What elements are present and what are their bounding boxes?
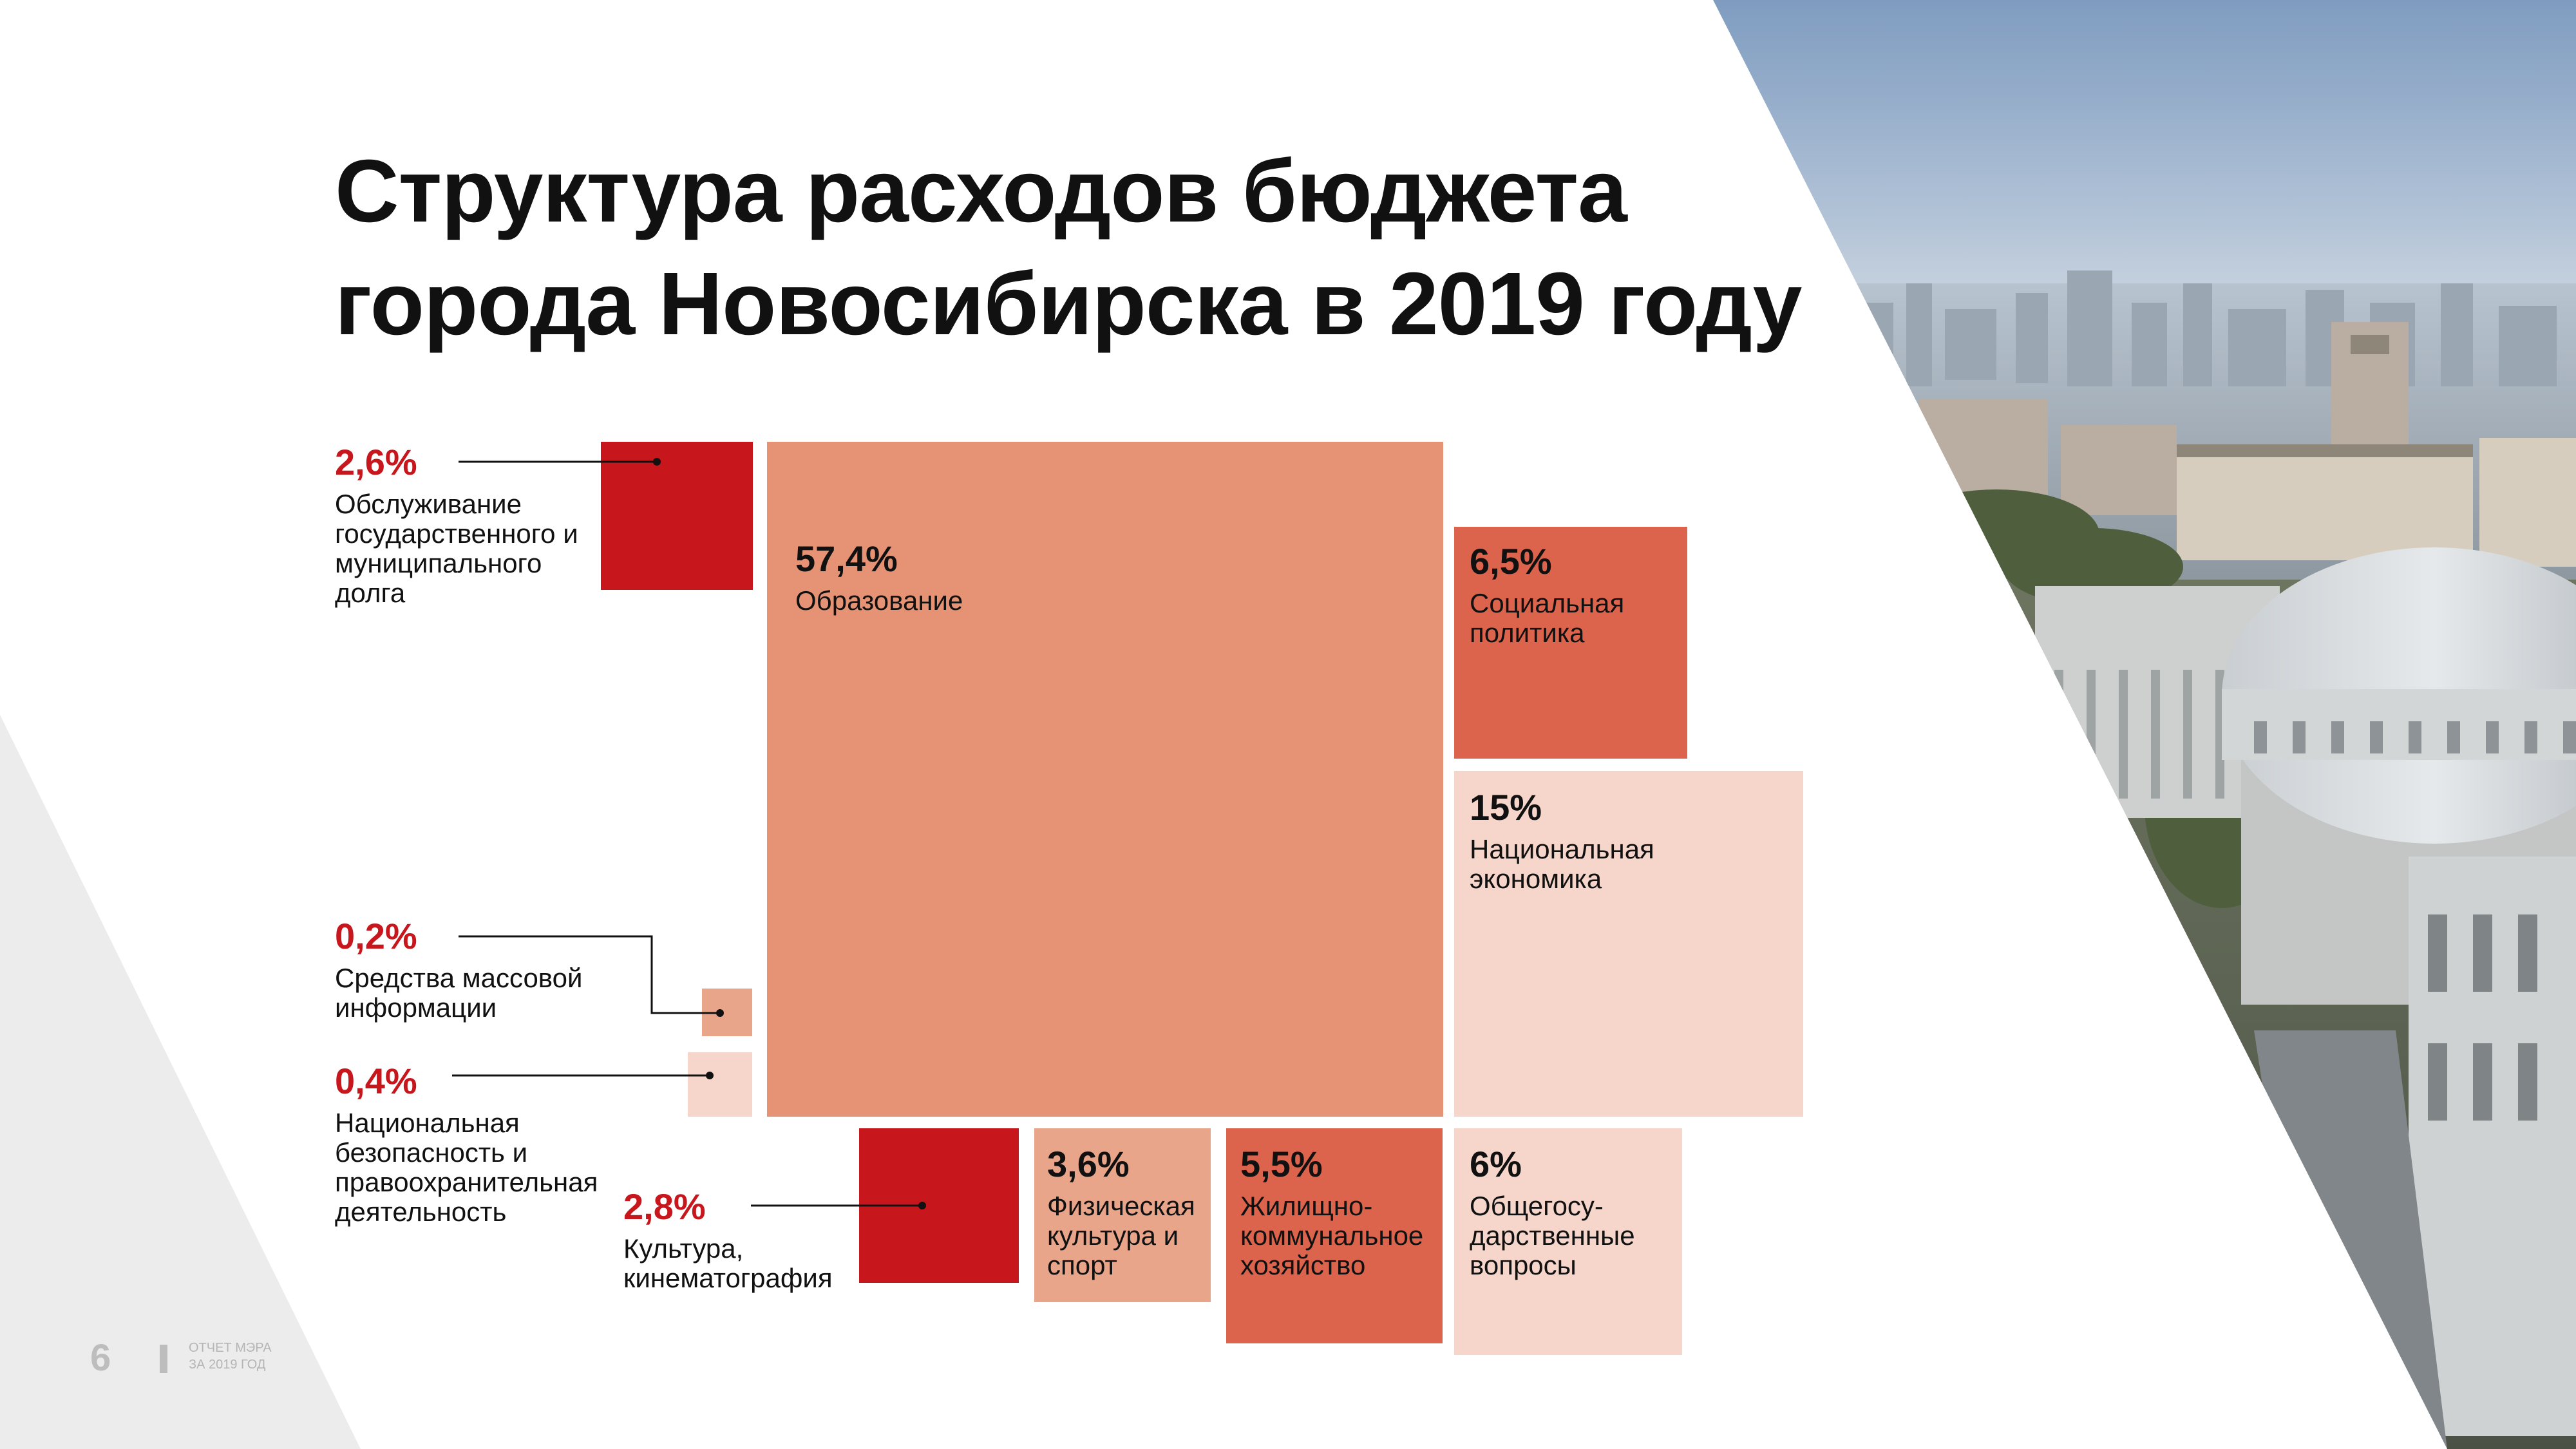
- label-education: 57,4% Образование: [795, 538, 963, 616]
- treemap-block-education: [767, 442, 1443, 1117]
- label-debt: 2,6% Обслуживание государственного и мун…: [335, 442, 605, 608]
- page-number: 6: [90, 1337, 111, 1379]
- treemap-block-housing: [1226, 1128, 1443, 1343]
- treemap-block-debt: [601, 442, 753, 590]
- name-social_policy: Социальная политика: [1470, 588, 1625, 648]
- leader-dot-debt: [653, 458, 661, 466]
- leader-dot-culture: [918, 1202, 926, 1209]
- label-general_state: 6% Общегосу- дарственные вопросы: [1470, 1144, 1663, 1280]
- pct-culture: 2,8%: [623, 1186, 706, 1227]
- name-education: Образование: [795, 585, 963, 616]
- treemap-block-national_economy: [1454, 771, 1803, 1117]
- footer-report-caption: ОТЧЕТ МЭРА ЗА 2019 ГОД: [189, 1340, 272, 1373]
- label-sport: 3,6% Физическая культура и спорт: [1047, 1144, 1208, 1280]
- name-general_state: Общегосу- дарственные вопросы: [1470, 1191, 1635, 1280]
- pct-debt: 2,6%: [335, 442, 417, 482]
- name-security: Национальная безопасность и правоохранит…: [335, 1108, 598, 1227]
- label-culture: 2,8% Культура, кинематография: [623, 1186, 868, 1293]
- name-housing: Жилищно- коммунальное хозяйство: [1240, 1191, 1424, 1280]
- name-debt: Обслуживание государственного и муниципа…: [335, 489, 578, 608]
- treemap-block-sport: [1034, 1128, 1211, 1302]
- label-social_policy: 6,5% Социальная политика: [1470, 541, 1663, 648]
- label-national_economy: 15% Национальная экономика: [1470, 787, 1689, 894]
- treemap-block-general_state: [1454, 1128, 1682, 1355]
- footer-report-line-2: ЗА 2019 ГОД: [189, 1358, 266, 1372]
- name-culture: Культура, кинематография: [623, 1233, 833, 1293]
- label-media: 0,2% Средства массовой информации: [335, 916, 618, 1023]
- label-security: 0,4% Национальная безопасность и правоох…: [335, 1061, 631, 1227]
- name-national_economy: Национальная экономика: [1470, 834, 1654, 894]
- page-title-line-1: Структура расходов бюджета: [335, 142, 1627, 241]
- page-title: Структура расходов бюджета города Новоси…: [335, 135, 1945, 361]
- name-sport: Физическая культура и спорт: [1047, 1191, 1195, 1280]
- treemap-block-security: [688, 1052, 752, 1117]
- name-media: Средства массовой информации: [335, 963, 583, 1023]
- page-title-line-2: города Новосибирска в 2019 году: [335, 254, 1802, 354]
- pct-education: 57,4%: [795, 538, 898, 579]
- footer-divider: [160, 1345, 167, 1373]
- pct-security: 0,4%: [335, 1061, 417, 1101]
- pct-sport: 3,6%: [1047, 1144, 1130, 1184]
- pct-housing: 5,5%: [1240, 1144, 1323, 1184]
- pct-national_economy: 15%: [1470, 787, 1542, 828]
- treemap-block-social_policy: [1454, 527, 1687, 759]
- label-housing: 5,5% Жилищно- коммунальное хозяйство: [1240, 1144, 1440, 1280]
- footer-report-line-1: ОТЧЕТ МЭРА: [189, 1341, 272, 1355]
- leader-dot-media: [716, 1009, 724, 1017]
- leader-dot-security: [706, 1072, 714, 1079]
- leader-line-media: [459, 935, 720, 1014]
- pct-media: 0,2%: [335, 916, 417, 956]
- pct-social_policy: 6,5%: [1470, 541, 1552, 582]
- pct-general_state: 6%: [1470, 1144, 1522, 1184]
